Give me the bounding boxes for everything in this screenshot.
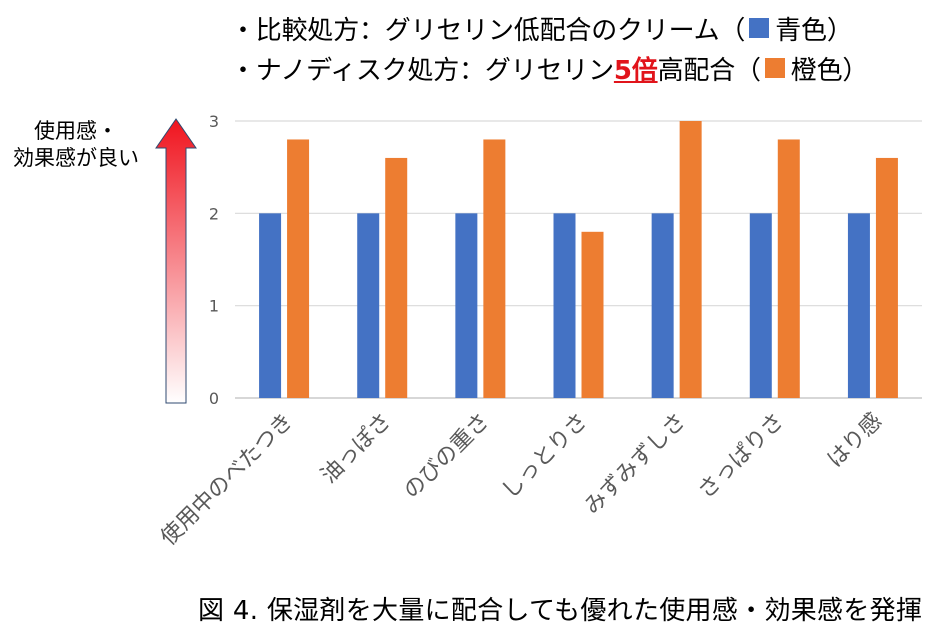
x-tick-label: みずみずしさ bbox=[580, 409, 691, 520]
side-label-line1: 使用感・ bbox=[34, 119, 118, 143]
bar-orange bbox=[581, 231, 604, 398]
x-tick-label: のびの重さ bbox=[399, 409, 494, 504]
x-tick-label: 使用中のべたつき bbox=[156, 409, 298, 551]
legend-line1-prefix: ・比較処方：グリセリン低配合のクリーム（ bbox=[230, 15, 746, 46]
legend-line2-color-name: 橙色 bbox=[790, 55, 843, 86]
legend-item-blue: ・比較処方：グリセリン低配合のクリーム（ 青色 ） bbox=[230, 8, 930, 48]
legend-line2-prefix: ・ナノディスク処方：グリセリン bbox=[230, 55, 614, 86]
bar-blue bbox=[357, 213, 380, 398]
bar-orange bbox=[777, 139, 800, 398]
legend: ・比較処方：グリセリン低配合のクリーム（ 青色 ） ・ナノディスク処方：グリセリ… bbox=[230, 8, 930, 88]
bar-blue bbox=[553, 213, 576, 398]
gradient-arrow-icon bbox=[155, 118, 197, 404]
bar-blue bbox=[847, 213, 870, 398]
x-tick-label: 油っぽさ bbox=[317, 409, 397, 489]
x-tick-label: はり感 bbox=[823, 409, 887, 473]
legend-swatch-orange bbox=[764, 58, 785, 78]
bar-blue bbox=[455, 213, 478, 398]
bar-orange bbox=[679, 121, 702, 398]
legend-line1-suffix: ） bbox=[826, 15, 853, 46]
legend-swatch-blue bbox=[749, 18, 770, 38]
legend-line2-suffix: ） bbox=[842, 55, 869, 86]
x-tick-label: さっぱりさ bbox=[694, 409, 789, 504]
legend-line2-mid: 高配合（ bbox=[657, 55, 761, 86]
legend-emphasis: 5倍 bbox=[613, 55, 658, 86]
bar-orange bbox=[875, 157, 898, 398]
side-label-line2: 効果感が良い bbox=[13, 146, 139, 170]
bar-blue bbox=[651, 213, 674, 398]
bar-blue bbox=[749, 213, 772, 398]
legend-line1-color-name: 青色 bbox=[775, 15, 827, 46]
y-tick-label: 3 bbox=[209, 112, 219, 131]
bar-orange bbox=[385, 157, 408, 398]
legend-item-orange: ・ナノディスク処方：グリセリン 5倍 高配合（ 橙色 ） bbox=[230, 48, 930, 88]
y-tick-label: 2 bbox=[209, 204, 219, 223]
bar-blue bbox=[259, 213, 282, 398]
bar-orange bbox=[287, 139, 310, 398]
bar-orange bbox=[483, 139, 506, 398]
side-label: 使用感・ 効果感が良い bbox=[0, 118, 152, 172]
y-tick-label: 0 bbox=[209, 389, 219, 408]
y-tick-label: 1 bbox=[209, 297, 219, 316]
x-tick-label: しっとりさ bbox=[497, 409, 592, 504]
figure-caption: 図 4. 保湿剤を大量に配合しても優れた使用感・効果感を発揮 bbox=[198, 596, 923, 626]
